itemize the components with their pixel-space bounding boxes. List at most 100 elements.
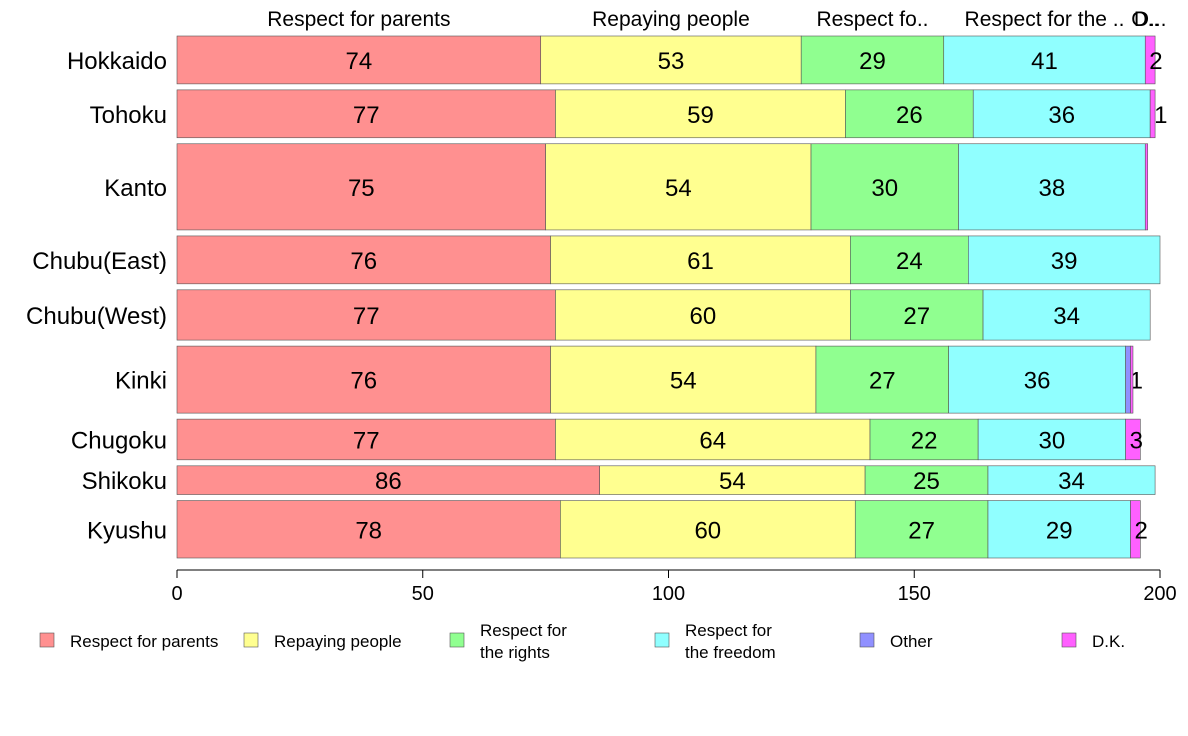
data-label: 2 [1149,48,1162,75]
data-label: 29 [859,48,886,75]
bar-segment [599,465,866,495]
data-label: 86 [375,468,402,495]
data-label: 64 [699,427,726,454]
category-label: Kanto [104,175,167,202]
x-tick-label: 150 [898,583,931,605]
data-label: 26 [896,102,923,129]
legend-swatch [654,632,670,648]
legend-label: Other [890,632,933,651]
category-label: Kyushu [87,517,167,544]
x-tick-label: 100 [652,583,685,605]
data-label: 77 [353,102,380,129]
x-tick-label: 200 [1143,583,1176,605]
data-label: 60 [690,303,717,330]
legend-label: Respect for the freedom [685,621,776,662]
bar-segment [869,418,979,461]
data-label: 74 [346,48,373,75]
data-label: 3 [1130,427,1143,454]
bar-segment [1144,143,1149,231]
category-label: Kinki [115,368,167,395]
bar-segment [550,235,851,285]
bar-segment [555,89,846,139]
bar-segment [968,235,1161,285]
data-label: 76 [350,368,377,395]
data-label: 24 [896,248,923,275]
legend-swatch [39,632,55,648]
data-label: 22 [911,427,938,454]
bar-segment [1130,345,1134,414]
legend: Respect for parents Repaying people Respec… [39,621,1125,662]
x-tick-label: 0 [171,583,182,605]
bar-segment [1125,418,1141,461]
bar-segment [958,143,1146,231]
legend-label-line: D.K. [1092,632,1125,651]
bar-segment [176,143,546,231]
data-label: 38 [1039,175,1066,202]
bar-segment [176,418,556,461]
x-tick-label: 50 [412,583,434,605]
bar-segment [854,500,989,559]
bar-segment [176,235,551,285]
legend-label-line: Respect for parents [70,632,218,651]
bar-segment [176,500,561,559]
data-label: 61 [687,248,714,275]
bar-segment [972,89,1151,139]
bar-segment [864,465,989,495]
legend-label-line: Respect for [685,621,772,640]
category-label: Chubu(West) [26,303,167,330]
legend-label: Respect for parents [70,632,218,651]
bar-segment [1144,35,1156,85]
series-top-label: O.. [1131,8,1159,31]
category-labels: Hokkaido Tohoku Kanto Chubu(East) Chubu(West… [26,48,167,544]
legend-swatch [859,632,875,648]
bar-segment [176,289,556,341]
bar-segment [1149,89,1156,139]
bar-segment [850,289,984,341]
bar-segment [555,289,851,341]
bar-segment [948,345,1126,414]
data-label: 2 [1135,517,1148,544]
series-top-label: Respect fo.. [816,8,928,31]
legend-label-line: the freedom [685,643,776,662]
category-label: Hokkaido [67,48,167,75]
data-label: 60 [694,517,721,544]
data-label: 78 [355,517,382,544]
series-top-label: Repaying people [592,8,750,31]
data-label: 77 [353,303,380,330]
data-label: 27 [869,368,896,395]
category-label: Chugoku [71,427,167,454]
bar-segment [810,143,959,231]
bar-segment [987,465,1156,495]
legend-swatch [1061,632,1077,648]
legend-label: Repaying people [274,632,402,651]
data-label: 54 [670,368,697,395]
data-label: 30 [871,175,898,202]
bar-segment [815,345,949,414]
data-label: 29 [1046,517,1073,544]
series-top-label: Respect for the .. [965,8,1125,31]
data-label: 27 [908,517,935,544]
bar-segment [176,89,556,139]
series-top-label: D... [1134,8,1167,31]
bar-segment [977,418,1126,461]
bar-segment [550,345,817,414]
legend-swatch [449,632,465,648]
data-label: 75 [348,175,375,202]
data-label: 25 [913,468,940,495]
data-label: 39 [1051,248,1078,275]
data-label: 36 [1024,368,1051,395]
bar-segment [1130,500,1141,559]
data-label: 1 [1154,102,1167,129]
category-label: Tohoku [90,102,167,129]
data-label: 76 [350,248,377,275]
bar-segment [987,500,1131,559]
data-label: 34 [1058,468,1085,495]
bar-segment [176,345,551,414]
bar-segment [850,235,969,285]
legend-label-line: the rights [480,643,550,662]
x-axis: 0 50 100 150 200 [171,569,1177,605]
series-top-label: Respect for parents [267,8,450,31]
data-label: 36 [1048,102,1075,129]
